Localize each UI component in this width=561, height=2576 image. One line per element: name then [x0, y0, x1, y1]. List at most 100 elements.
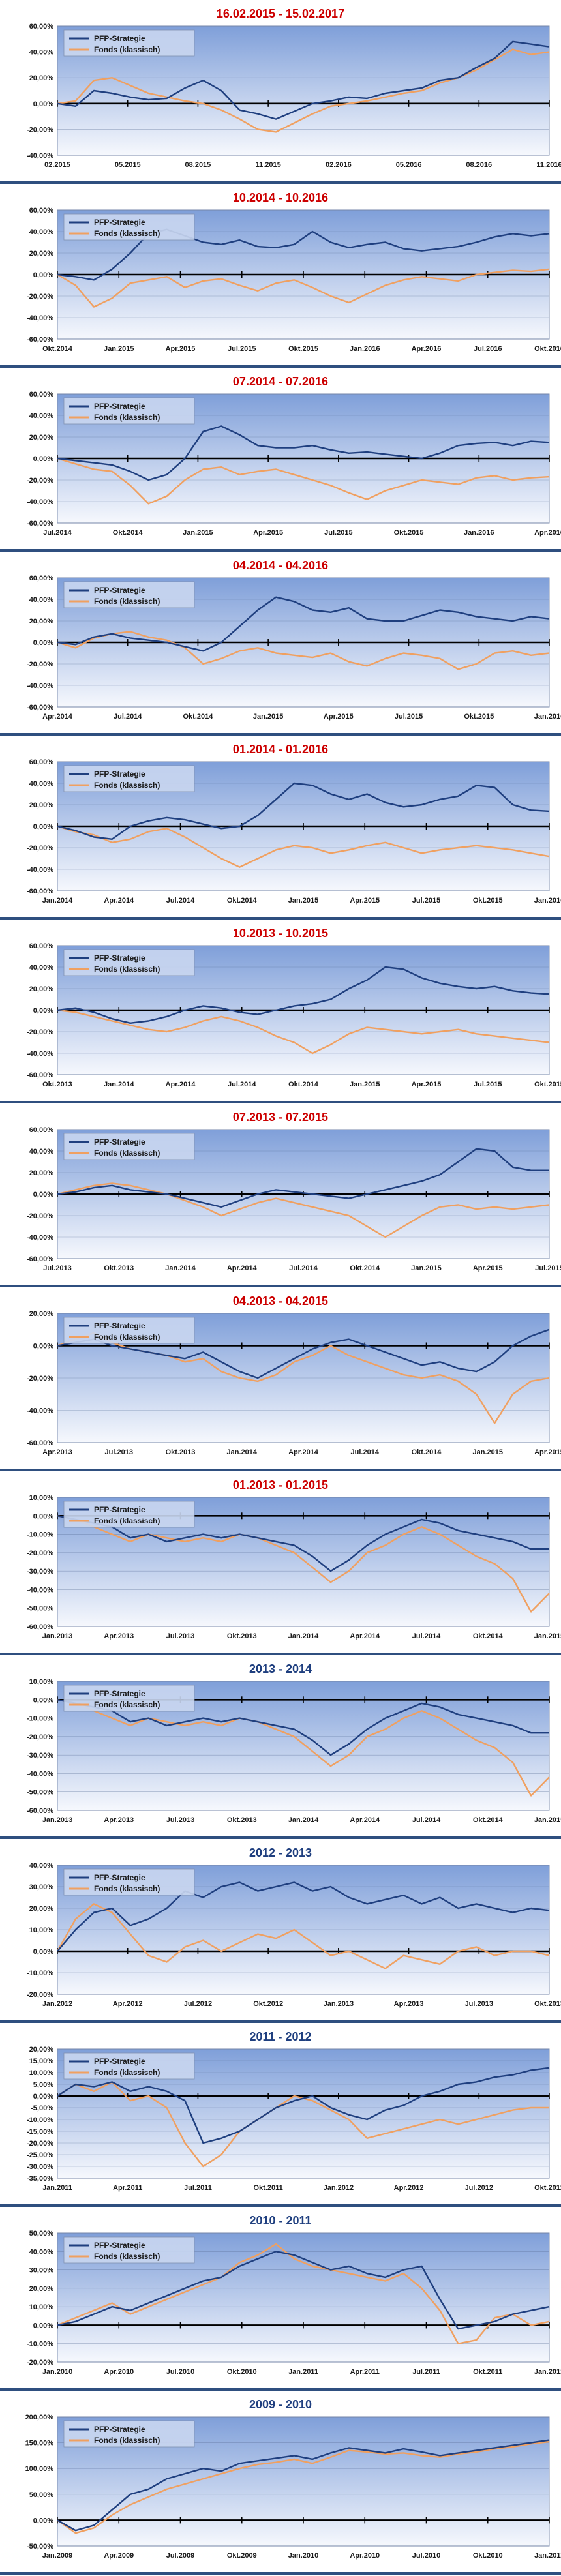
x-tick-label: Jul.2011 [184, 2184, 212, 2192]
x-tick-label: Okt.2013 [166, 1448, 196, 1456]
y-tick-label: -20,00% [27, 1028, 53, 1036]
y-tick-label: -20,00% [27, 477, 53, 485]
x-tick-label: Apr.2016 [534, 529, 561, 537]
legend-entry-label: PFP-Strategie [94, 2241, 145, 2250]
legend-entry-label: PFP-Strategie [94, 1689, 145, 1698]
y-tick-label: -20,00% [27, 1991, 53, 1999]
y-tick-label: -40,00% [27, 1234, 53, 1242]
y-tick-label: -60,00% [27, 1255, 53, 1263]
x-tick-label: Okt.2010 [473, 2552, 503, 2560]
legend-entry-label: PFP-Strategie [94, 2057, 145, 2066]
chart-panel: 2013 - 2014 10,00% 0,00% -10,00% -20,00% -30,… [0, 1655, 561, 1836]
line-chart: 04.2014 - 04.2016 60,00% 40,00% 20,00% 0,00%… [27, 559, 561, 721]
y-tick-label: -40,00% [27, 152, 53, 160]
x-tick-label: 11.2016 [536, 161, 561, 169]
x-tick-label: Apr.2013 [104, 1632, 134, 1640]
y-tick-label: 10,00% [29, 1494, 54, 1502]
chart-panel: 10.2013 - 10.2015 60,00% 40,00% 20,00% 0,00%… [0, 920, 561, 1101]
panel-separator [0, 1101, 561, 1103]
x-tick-label: 02.2015 [44, 161, 70, 169]
x-tick-label: Apr.2014 [104, 897, 134, 905]
chart-title: 10.2014 - 10.2016 [233, 191, 328, 204]
line-chart: 2013 - 2014 10,00% 0,00% -10,00% -20,00% -30,… [27, 1662, 561, 1824]
y-tick-label: 10,00% [29, 1926, 54, 1934]
y-tick-label: -60,00% [27, 704, 53, 711]
chart-title: 2011 - 2012 [249, 2030, 311, 2043]
y-tick-label: -10,00% [27, 2341, 53, 2348]
line-chart: 01.2013 - 01.2015 10,00% 0,00% -10,00% -20,0… [27, 1478, 561, 1640]
y-tick-label: -60,00% [27, 520, 53, 528]
x-tick-label: Jan.2012 [534, 2368, 561, 2376]
x-tick-label: Okt.2014 [412, 1448, 442, 1456]
y-tick-label: 40,00% [29, 596, 54, 604]
x-tick-label: Apr.2014 [227, 1265, 258, 1272]
x-tick-label: Jan.2014 [42, 897, 73, 905]
x-tick-label: Jul.2010 [412, 2552, 440, 2560]
x-tick-label: Apr.2015 [324, 713, 354, 721]
x-tick-label: Jan.2011 [288, 2368, 318, 2376]
x-tick-label: Jan.2015 [288, 897, 318, 905]
y-tick-label: -20,00% [27, 1375, 53, 1383]
y-tick-label: 20,00% [29, 618, 54, 625]
panel-separator [0, 733, 561, 736]
x-tick-label: Jan.2013 [42, 1632, 72, 1640]
line-chart: 2009 - 2010 200,00% 150,00% 100,00% 50,00% 0,… [25, 2398, 561, 2560]
x-tick-label: Jul.2012 [465, 2184, 493, 2192]
series-line-pfp-strategie [57, 1515, 549, 1572]
y-tick-label: 40,00% [29, 1148, 54, 1156]
legend [63, 2052, 195, 2080]
legend [63, 1685, 195, 1712]
legend-entry-label: PFP-Strategie [94, 1873, 145, 1882]
x-tick-label: Apr.2016 [412, 345, 442, 353]
y-tick-label: 40,00% [29, 964, 54, 972]
y-tick-label: 20,00% [29, 74, 54, 82]
x-tick-label: Jul.2014 [289, 1265, 318, 1272]
panel-separator [0, 1653, 561, 1655]
chart-title: 07.2013 - 07.2015 [233, 1111, 328, 1124]
y-tick-label: -60,00% [27, 1807, 53, 1815]
legend-entry-label: Fonds (klassisch) [94, 1516, 160, 1525]
legend-entry-label: Fonds (klassisch) [94, 229, 160, 238]
x-tick-label: Jan.2016 [350, 345, 380, 353]
y-tick-label: -20,00% [27, 293, 53, 301]
y-tick-label: 60,00% [29, 942, 54, 950]
legend-entry-label: Fonds (klassisch) [94, 965, 160, 974]
x-tick-label: Apr.2014 [42, 713, 73, 721]
y-tick-label: -25,00% [27, 2151, 53, 2159]
chart-title: 04.2013 - 04.2015 [233, 1295, 328, 1308]
y-tick-label: 30,00% [29, 2267, 54, 2275]
line-chart: 10.2013 - 10.2015 60,00% 40,00% 20,00% 0,00%… [27, 927, 561, 1088]
x-tick-label: Jul.2013 [43, 1265, 71, 1272]
x-tick-label: Jan.2013 [42, 1816, 72, 1824]
x-tick-label: Okt.2014 [288, 1081, 319, 1088]
x-tick-label: Jan.2013 [324, 2000, 354, 2008]
y-tick-label: -10,00% [27, 1531, 53, 1539]
y-tick-label: 0,00% [33, 271, 53, 279]
x-tick-label: Okt.2015 [473, 897, 503, 905]
y-tick-label: -40,00% [27, 1050, 53, 1058]
y-tick-label: 20,00% [29, 2046, 54, 2054]
x-tick-label: Apr.2014 [166, 1081, 196, 1088]
x-tick-label: Jan.2015 [253, 713, 283, 721]
x-tick-label: Jul.2015 [228, 345, 256, 353]
line-chart: 01.2014 - 01.2016 60,00% 40,00% 20,00% 0,00%… [27, 743, 561, 905]
y-tick-label: -15,00% [27, 2128, 53, 2136]
legend [63, 213, 195, 241]
x-tick-label: Okt.2013 [227, 1632, 257, 1640]
x-tick-label: Jan.2015 [473, 1448, 503, 1456]
legend [63, 1501, 195, 1528]
legend-entry-label: PFP-Strategie [94, 1505, 145, 1514]
panel-separator [0, 1285, 561, 1287]
legend-entry-label: Fonds (klassisch) [94, 2068, 160, 2077]
line-chart: 2011 - 2012 20,00% 15,00% 10,00% 5,00% 0,00% -… [27, 2030, 561, 2192]
y-tick-label: 20,00% [29, 1169, 54, 1177]
x-tick-label: Jan.2015 [183, 529, 213, 537]
y-tick-label: -20,00% [27, 661, 53, 668]
y-tick-label: 20,00% [29, 1310, 54, 1318]
x-tick-label: Apr.2013 [42, 1448, 72, 1456]
series-line-fonds-klassisch [57, 631, 550, 670]
chart-panel: 04.2014 - 04.2016 60,00% 40,00% 20,00% 0,00%… [0, 552, 561, 733]
series-line-fonds-klassisch [57, 1009, 550, 1055]
y-tick-label: -30,00% [27, 1568, 53, 1576]
